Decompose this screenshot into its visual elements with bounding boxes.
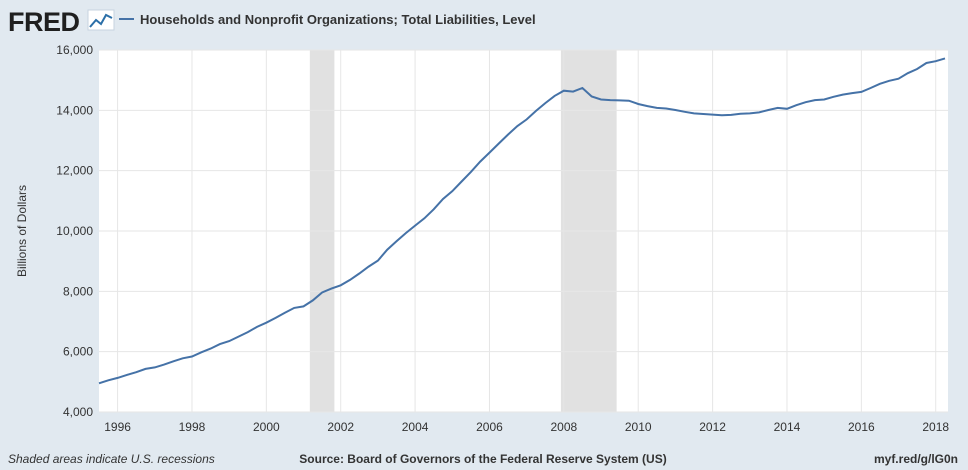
series-line [98, 57, 946, 385]
y-tick-label: 16,000 [56, 43, 93, 57]
gridlines [99, 49, 948, 413]
x-tick-label: 2012 [699, 420, 726, 434]
y-tick-label: 10,000 [56, 224, 93, 238]
y-tick-label: 12,000 [56, 164, 93, 178]
x-tick-label: 2018 [922, 420, 949, 434]
fred-logo[interactable]: FRED [8, 7, 80, 37]
fred-logo-chart-icon [87, 9, 115, 31]
x-tick-label: 2008 [550, 420, 577, 434]
y-axis-title: Billions of Dollars [15, 185, 29, 277]
x-tick-label: 1998 [179, 420, 206, 434]
y-tick-label: 6,000 [63, 345, 93, 359]
y-tick-label: 4,000 [63, 405, 93, 419]
y-tick-label: 14,000 [56, 103, 93, 117]
x-tick-label: 2000 [253, 420, 280, 434]
x-tick-label: 2004 [402, 420, 429, 434]
x-tick-label: 2016 [848, 420, 875, 434]
legend: Households and Nonprofit Organizations; … [119, 12, 536, 27]
x-tick-label: 2010 [625, 420, 652, 434]
legend-label: Households and Nonprofit Organizations; … [140, 12, 536, 27]
x-tick-label: 1996 [104, 420, 131, 434]
x-axis-ticks: 1996 1998 2000 2002 2004 2006 2008 2010 2012 2014… [104, 420, 949, 434]
y-tick-label: 8,000 [63, 284, 93, 298]
y-axis-ticks: 4,000 6,000 8,000 10,000 12,000 14,000 16,000 [56, 43, 93, 419]
short-url-link[interactable]: myf.red/g/lG0n [874, 452, 958, 466]
x-tick-label: 2006 [476, 420, 503, 434]
x-tick-label: 2002 [327, 420, 354, 434]
source-note: Source: Board of Governors of the Federa… [299, 452, 666, 466]
recession-note: Shaded areas indicate U.S. recessions [8, 452, 215, 466]
x-tick-label: 2014 [774, 420, 801, 434]
